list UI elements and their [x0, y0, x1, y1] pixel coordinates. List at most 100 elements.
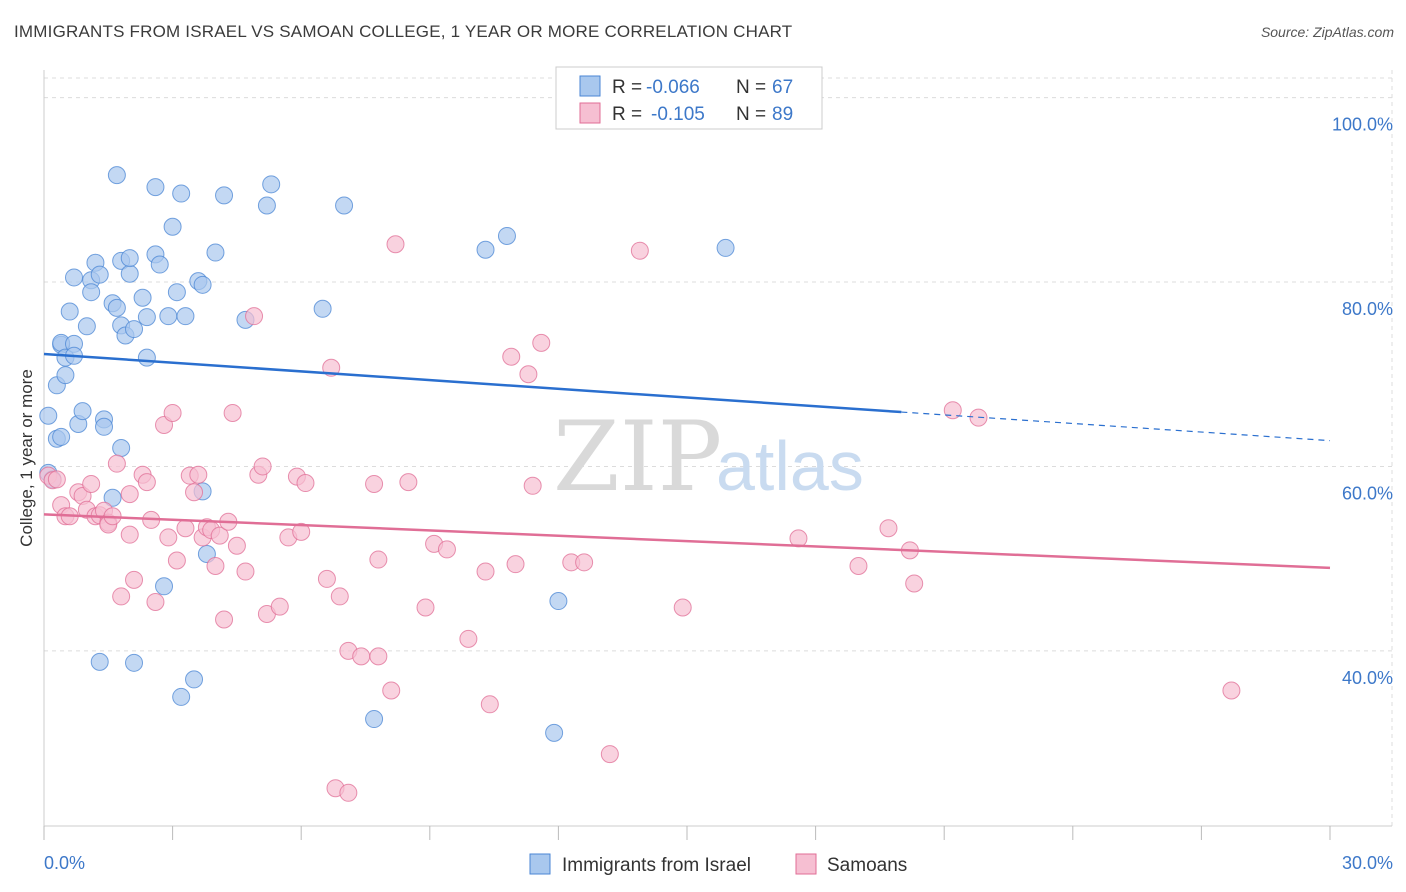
samoan-point	[506, 555, 525, 574]
israel-point	[82, 283, 101, 302]
samoan-point	[236, 562, 255, 581]
israel-point	[185, 670, 204, 689]
watermark-atlas: atlas	[716, 427, 864, 505]
israel-point	[497, 226, 516, 245]
israel-point	[107, 298, 126, 317]
israel-point	[476, 240, 495, 259]
samoan-point	[386, 235, 405, 254]
chart-title: IMMIGRANTS FROM ISRAEL VS SAMOAN COLLEGE…	[14, 22, 793, 41]
samoan-point	[176, 519, 195, 538]
legend-israel-r-label: R =	[612, 77, 642, 98]
israel-point	[137, 348, 156, 367]
samoan-point	[879, 519, 898, 538]
samoan-point	[185, 483, 204, 502]
samoan-point	[292, 522, 311, 541]
israel-point	[146, 178, 165, 197]
y-tick-label: 40.0%	[1342, 668, 1393, 688]
israel-point	[313, 299, 332, 318]
samoan-point	[189, 465, 208, 484]
samoan-point	[673, 598, 692, 617]
x-tick-labels: 0.0% 30.0%	[44, 853, 1393, 873]
israel-point	[73, 402, 92, 421]
samoan-point	[532, 333, 551, 352]
legend-samoan-swatch	[579, 102, 601, 124]
israel-point	[262, 175, 281, 194]
chart-source: Source: ZipAtlas.com	[1260, 24, 1394, 40]
legend-israel-swatch	[579, 75, 601, 97]
israel-point	[150, 255, 169, 274]
israel-point	[103, 488, 122, 507]
samoan-point	[159, 528, 178, 547]
y-tick-label: 80.0%	[1342, 299, 1393, 319]
israel-point	[137, 308, 156, 327]
legend-bottom-israel-label: Immigrants from Israel	[562, 855, 751, 876]
israel-point	[206, 243, 225, 262]
samoan-point	[575, 553, 594, 572]
samoan-point	[120, 525, 139, 544]
israel-point	[549, 592, 568, 611]
israel-point	[125, 653, 144, 672]
samoan-point	[399, 473, 418, 492]
y-tick-label: 100.0%	[1332, 115, 1393, 135]
israel-point	[125, 320, 144, 339]
israel-point	[90, 265, 109, 284]
israel-point	[90, 652, 109, 671]
legend-bottom-samoan-label: Samoans	[827, 855, 907, 876]
x-tick-label: 0.0%	[44, 853, 85, 873]
israel-point	[215, 186, 234, 205]
samoan-point	[47, 470, 66, 489]
israel-point	[335, 196, 354, 215]
samoan-point	[905, 574, 924, 593]
samoan-point	[369, 647, 388, 666]
israel-point	[193, 275, 212, 294]
legend-samoan-r-label: R =	[612, 104, 642, 125]
legend-samoan-n-value: 89	[772, 104, 793, 125]
israel-point	[133, 288, 152, 307]
legend-stats: R = -0.066 N = 67 R = -0.105 N = 89	[555, 66, 823, 130]
israel-point	[56, 366, 75, 385]
israel-point	[52, 427, 71, 446]
israel-point	[716, 238, 735, 257]
samoan-point	[270, 597, 289, 616]
samoan-point	[137, 473, 156, 492]
samoan-point	[112, 587, 131, 606]
israel-point	[95, 417, 114, 436]
samoan-point	[369, 550, 388, 569]
israel-point	[155, 577, 174, 596]
samoan-point	[120, 485, 139, 504]
samoan-point	[245, 307, 264, 326]
samoan-point	[227, 536, 246, 555]
israel-point	[159, 307, 178, 326]
israel-point	[172, 184, 191, 203]
legend-samoan-r-value: -0.105	[651, 104, 705, 125]
samoan-point	[339, 783, 358, 802]
israel-point	[60, 302, 79, 321]
samoan-point	[943, 401, 962, 420]
samoan-point	[163, 403, 182, 422]
israel-point	[107, 166, 126, 185]
samoan-point	[600, 745, 619, 764]
samoan-point	[365, 474, 384, 493]
legend-israel-r-value: -0.066	[646, 77, 700, 98]
israel-point	[77, 317, 96, 336]
trend-lines	[43, 352, 1331, 570]
y-tick-labels: 100.0% 80.0% 60.0% 40.0%	[1332, 115, 1393, 688]
samoan-point	[82, 474, 101, 493]
israel-trend-line	[43, 352, 902, 414]
samoan-point	[502, 347, 521, 366]
legend-israel-n-value: 67	[772, 77, 793, 98]
samoan-point	[523, 476, 542, 495]
data-points	[39, 166, 1241, 802]
samoan-point	[437, 540, 456, 559]
israel-point	[172, 687, 191, 706]
samoan-point	[223, 403, 242, 422]
samoan-point	[167, 551, 186, 570]
samoan-point	[330, 587, 349, 606]
samoan-point	[459, 629, 478, 648]
samoan-point	[416, 598, 435, 617]
samoan-point	[317, 569, 336, 588]
samoan-point	[125, 570, 144, 589]
samoan-point	[519, 365, 538, 384]
samoan-point	[1222, 681, 1241, 700]
samoan-point	[476, 562, 495, 581]
